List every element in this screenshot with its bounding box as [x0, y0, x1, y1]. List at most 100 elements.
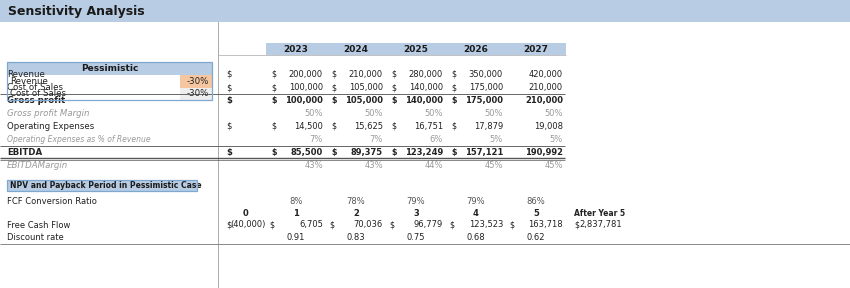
Text: $: $: [451, 122, 456, 131]
Text: 2: 2: [353, 209, 359, 217]
Text: 14,500: 14,500: [294, 122, 323, 131]
Text: -30%: -30%: [187, 77, 209, 86]
Text: FCF Conversion Ratio: FCF Conversion Ratio: [7, 196, 97, 206]
Text: 280,000: 280,000: [409, 70, 443, 79]
Bar: [7, 62, 212, 75]
Text: 5: 5: [533, 209, 539, 217]
Text: 15,625: 15,625: [354, 122, 383, 131]
Text: 140,000: 140,000: [409, 83, 443, 92]
Bar: [218, 0, 850, 22]
Text: $: $: [331, 122, 336, 131]
Text: 0.68: 0.68: [467, 232, 485, 242]
Text: 17,879: 17,879: [473, 122, 503, 131]
Text: 50%: 50%: [545, 109, 563, 118]
Text: 175,000: 175,000: [465, 96, 503, 105]
Text: 350,000: 350,000: [468, 70, 503, 79]
Text: 44%: 44%: [424, 161, 443, 170]
Text: 105,000: 105,000: [348, 83, 383, 92]
Text: $: $: [389, 221, 394, 230]
Text: $: $: [271, 148, 276, 157]
Text: 79%: 79%: [467, 196, 485, 206]
Text: 2023: 2023: [284, 45, 309, 54]
Text: 43%: 43%: [304, 161, 323, 170]
Text: $: $: [227, 221, 232, 230]
Bar: [180, 88, 212, 100]
Text: $: $: [271, 122, 276, 131]
Text: 89,375: 89,375: [351, 148, 383, 157]
Text: Gross profit Margin: Gross profit Margin: [7, 109, 89, 118]
Text: EBITDA: EBITDA: [7, 148, 42, 157]
Text: $: $: [227, 70, 232, 79]
Text: 86%: 86%: [527, 196, 546, 206]
Text: $: $: [226, 96, 232, 105]
Text: 2024: 2024: [343, 45, 369, 54]
Text: NPV and Payback Period in Pessimistic Case: NPV and Payback Period in Pessimistic Ca…: [10, 181, 201, 190]
Text: 0.91: 0.91: [286, 232, 305, 242]
Text: Discount rate: Discount rate: [7, 232, 64, 242]
Text: $: $: [391, 96, 396, 105]
Text: Gross profit: Gross profit: [7, 96, 65, 105]
Text: 78%: 78%: [347, 196, 366, 206]
Text: 123,249: 123,249: [405, 148, 443, 157]
Text: 0.75: 0.75: [407, 232, 425, 242]
Text: 210,000: 210,000: [348, 70, 383, 79]
Text: 50%: 50%: [424, 109, 443, 118]
Text: 79%: 79%: [406, 196, 425, 206]
Bar: [7, 75, 180, 88]
Bar: [7, 180, 197, 191]
Text: $: $: [391, 148, 396, 157]
Text: 123,523: 123,523: [468, 221, 503, 230]
Text: $: $: [331, 96, 337, 105]
Text: 200,000: 200,000: [289, 70, 323, 79]
Text: Cost of Sales: Cost of Sales: [7, 83, 63, 92]
Text: Operating Expenses: Operating Expenses: [7, 122, 94, 131]
Text: 420,000: 420,000: [529, 70, 563, 79]
Bar: [0, 0, 218, 22]
Text: 0.83: 0.83: [347, 232, 366, 242]
Text: $: $: [271, 83, 276, 92]
Text: 6,705: 6,705: [299, 221, 323, 230]
Text: 105,000: 105,000: [345, 96, 383, 105]
Text: 210,000: 210,000: [525, 96, 563, 105]
Text: $: $: [331, 148, 337, 157]
Text: $: $: [451, 96, 456, 105]
Text: After Year 5: After Year 5: [574, 209, 625, 217]
Bar: [7, 88, 180, 100]
Text: 50%: 50%: [365, 109, 383, 118]
Text: $: $: [574, 221, 579, 230]
Text: $: $: [451, 148, 456, 157]
Text: 210,000: 210,000: [529, 83, 563, 92]
Text: 85,500: 85,500: [291, 148, 323, 157]
Text: 7%: 7%: [370, 135, 383, 144]
Text: 2,837,781: 2,837,781: [580, 221, 622, 230]
Text: Revenue: Revenue: [7, 70, 45, 79]
Text: 70,036: 70,036: [354, 221, 383, 230]
Text: $: $: [391, 83, 396, 92]
Text: 2025: 2025: [404, 45, 428, 54]
Text: 157,121: 157,121: [465, 148, 503, 157]
Bar: [7, 180, 197, 191]
Text: 45%: 45%: [484, 161, 503, 170]
Text: -30%: -30%: [187, 90, 209, 98]
Text: 163,718: 163,718: [529, 221, 563, 230]
Text: 1: 1: [293, 209, 299, 217]
Text: $: $: [331, 70, 336, 79]
Text: 16,751: 16,751: [414, 122, 443, 131]
Text: 5%: 5%: [490, 135, 503, 144]
Text: Operating Expenses as % of Revenue: Operating Expenses as % of Revenue: [7, 135, 150, 144]
Text: $: $: [451, 83, 456, 92]
Text: 175,000: 175,000: [468, 83, 503, 92]
Text: $: $: [271, 70, 276, 79]
Text: $: $: [227, 83, 232, 92]
Text: (40,000): (40,000): [230, 221, 266, 230]
Text: $: $: [271, 96, 276, 105]
Text: 50%: 50%: [304, 109, 323, 118]
Text: 190,992: 190,992: [525, 148, 563, 157]
Text: Cost of Sales: Cost of Sales: [10, 90, 66, 98]
Text: $: $: [331, 83, 336, 92]
Text: 6%: 6%: [429, 135, 443, 144]
Text: 2027: 2027: [524, 45, 548, 54]
Text: 3: 3: [413, 209, 419, 217]
Text: $: $: [227, 122, 232, 131]
Text: 4: 4: [473, 209, 479, 217]
